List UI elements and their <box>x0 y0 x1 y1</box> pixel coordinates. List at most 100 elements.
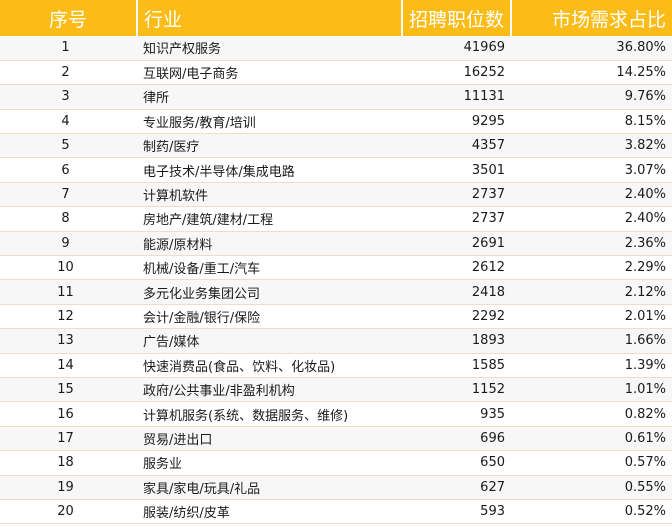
header-industry: 行业 <box>137 0 403 36</box>
table-row: 6 电子技术/半导体/集成电路 3501 3.07% <box>0 157 672 183</box>
industry-cell: 服装/纺织/皮革 <box>137 499 402 525</box>
industry-cell: 计算机软件 <box>137 182 402 208</box>
industry-cell: 广告/媒体 <box>137 328 402 354</box>
table-row: 4 专业服务/教育/培训 9295 8.15% <box>0 109 672 135</box>
industry-cell: 快速消费品(食品、饮料、化妆品) <box>137 353 402 378</box>
rank-cell: 8 <box>0 206 137 232</box>
positions-cell: 9295 <box>402 109 511 135</box>
header-share: 市场需求占比 <box>511 0 672 36</box>
positions-cell: 2737 <box>402 206 511 232</box>
table-row: 1 知识产权服务 41969 36.80% <box>0 36 672 61</box>
industry-cell: 计算机服务(系统、数据服务、维修) <box>137 401 402 427</box>
rank-cell: 20 <box>0 499 137 525</box>
positions-cell: 2691 <box>402 231 511 257</box>
share-cell: 1.01% <box>511 377 672 403</box>
share-cell: 2.36% <box>511 231 672 257</box>
share-cell: 0.52% <box>511 499 672 525</box>
table-row: 10 机械/设备/重工/汽车 2612 2.29% <box>0 255 672 281</box>
industry-cell: 房地产/建筑/建材/工程 <box>137 206 402 232</box>
table-row: 2 互联网/电子商务 16252 14.25% <box>0 60 672 86</box>
table-row: 20 服装/纺织/皮革 593 0.52% <box>0 499 672 525</box>
share-cell: 2.01% <box>511 304 672 330</box>
rank-cell: 1 <box>0 36 137 61</box>
share-cell: 2.29% <box>511 255 672 281</box>
industry-cell: 互联网/电子商务 <box>137 60 402 86</box>
rank-cell: 3 <box>0 84 137 110</box>
share-cell: 1.39% <box>511 353 672 378</box>
positions-cell: 1893 <box>402 328 511 354</box>
rank-cell: 17 <box>0 426 137 452</box>
share-cell: 3.82% <box>511 133 672 159</box>
industry-cell: 律所 <box>137 84 402 110</box>
positions-cell: 41969 <box>402 36 511 61</box>
table-row: 17 贸易/进出口 696 0.61% <box>0 426 672 452</box>
table-row: 13 广告/媒体 1893 1.66% <box>0 328 672 354</box>
industry-cell: 专业服务/教育/培训 <box>137 109 402 135</box>
industry-cell: 机械/设备/重工/汽车 <box>137 255 402 281</box>
table-row: 11 多元化业务集团公司 2418 2.12% <box>0 279 672 305</box>
table-row: 18 服务业 650 0.57% <box>0 450 672 476</box>
industry-cell: 多元化业务集团公司 <box>137 279 402 305</box>
table-row: 12 会计/金融/银行/保险 2292 2.01% <box>0 304 672 330</box>
share-cell: 0.82% <box>511 401 672 427</box>
industry-cell: 会计/金融/银行/保险 <box>137 304 402 330</box>
industry-cell: 家具/家电/玩具/礼品 <box>137 475 402 500</box>
header-row: 序号 行业 招聘职位数 市场需求占比 <box>0 0 672 36</box>
table-row: 14 快速消费品(食品、饮料、化妆品) 1585 1.39% <box>0 353 672 378</box>
share-cell: 0.61% <box>511 426 672 452</box>
rank-cell: 18 <box>0 450 137 476</box>
positions-cell: 593 <box>402 499 511 525</box>
table-row: 16 计算机服务(系统、数据服务、维修) 935 0.82% <box>0 401 672 427</box>
share-cell: 3.07% <box>511 157 672 183</box>
positions-cell: 650 <box>402 450 511 476</box>
share-cell: 2.40% <box>511 182 672 208</box>
rank-cell: 7 <box>0 182 137 208</box>
rank-cell: 11 <box>0 279 137 305</box>
industry-cell: 知识产权服务 <box>137 36 402 61</box>
share-cell: 0.55% <box>511 475 672 500</box>
table-row: 8 房地产/建筑/建材/工程 2737 2.40% <box>0 206 672 232</box>
share-cell: 2.40% <box>511 206 672 232</box>
share-cell: 14.25% <box>511 60 672 86</box>
table-row: 5 制药/医疗 4357 3.82% <box>0 133 672 159</box>
industry-cell: 政府/公共事业/非盈利机构 <box>137 377 402 403</box>
positions-cell: 627 <box>402 475 511 500</box>
table-row: 7 计算机软件 2737 2.40% <box>0 182 672 208</box>
table-row: 15 政府/公共事业/非盈利机构 1152 1.01% <box>0 377 672 403</box>
rank-cell: 9 <box>0 231 137 257</box>
rank-cell: 12 <box>0 304 137 330</box>
rank-cell: 16 <box>0 401 137 427</box>
share-cell: 9.76% <box>511 84 672 110</box>
share-cell: 2.12% <box>511 279 672 305</box>
positions-cell: 2418 <box>402 279 511 305</box>
share-cell: 0.57% <box>511 450 672 476</box>
positions-cell: 696 <box>402 426 511 452</box>
positions-cell: 11131 <box>402 84 511 110</box>
rank-cell: 2 <box>0 60 137 86</box>
table-body: 1 知识产权服务 41969 36.80% 2 互联网/电子商务 16252 14.25% 3 律… <box>0 36 672 525</box>
rank-cell: 15 <box>0 377 137 403</box>
rank-cell: 6 <box>0 157 137 183</box>
positions-cell: 2292 <box>402 304 511 330</box>
header-rank: 序号 <box>0 0 138 36</box>
rank-cell: 19 <box>0 475 137 500</box>
share-cell: 36.80% <box>511 36 672 61</box>
table-row: 9 能源/原材料 2691 2.36% <box>0 231 672 257</box>
positions-cell: 4357 <box>402 133 511 159</box>
industry-cell: 能源/原材料 <box>137 231 402 257</box>
positions-cell: 2612 <box>402 255 511 281</box>
table-row: 19 家具/家电/玩具/礼品 627 0.55% <box>0 475 672 500</box>
rank-cell: 5 <box>0 133 137 159</box>
share-cell: 1.66% <box>511 328 672 354</box>
positions-cell: 3501 <box>402 157 511 183</box>
positions-cell: 1152 <box>402 377 511 403</box>
positions-cell: 16252 <box>402 60 511 86</box>
rank-cell: 13 <box>0 328 137 354</box>
positions-cell: 2737 <box>402 182 511 208</box>
table-row: 3 律所 11131 9.76% <box>0 84 672 110</box>
industry-cell: 服务业 <box>137 450 402 476</box>
industry-cell: 电子技术/半导体/集成电路 <box>137 157 402 183</box>
rank-cell: 10 <box>0 255 137 281</box>
industry-cell: 制药/医疗 <box>137 133 402 159</box>
